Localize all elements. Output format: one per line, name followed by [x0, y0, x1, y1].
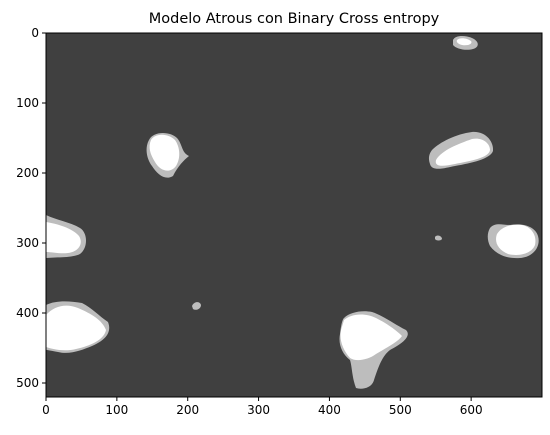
y-tick-label: 100 [16, 96, 39, 110]
y-tick-label: 300 [16, 236, 39, 250]
mask-image [46, 33, 542, 397]
blob-b-white [435, 138, 490, 166]
plot-title: Modelo Atrous con Binary Cross entropy [149, 11, 440, 27]
y-axis: 0 100 200 300 400 500 [16, 26, 46, 390]
x-tick-label: 300 [247, 403, 270, 417]
blob-top-white [456, 38, 472, 46]
blob-dot-center [192, 302, 201, 310]
x-tick-label: 0 [42, 403, 50, 417]
x-axis: 0 100 200 300 400 500 600 [42, 397, 483, 417]
y-tick-label: 200 [16, 166, 39, 180]
blob-f-white [340, 314, 402, 361]
mask-background [46, 33, 542, 397]
mask-blobs [46, 35, 539, 389]
blob-dot-right [435, 235, 442, 241]
y-tick-label: 0 [31, 26, 39, 40]
y-tick-label: 400 [16, 306, 39, 320]
axes-frame [45, 32, 543, 398]
blob-c-white [46, 222, 81, 254]
blob-e-white [46, 305, 106, 351]
x-tick-label: 500 [389, 403, 412, 417]
y-tick-label: 500 [16, 376, 39, 390]
x-tick-label: 600 [460, 403, 483, 417]
blob-a-white [149, 134, 180, 171]
x-tick-label: 100 [105, 403, 128, 417]
x-tick-label: 200 [176, 403, 199, 417]
x-tick-label: 400 [318, 403, 341, 417]
blob-d-white [496, 224, 536, 255]
